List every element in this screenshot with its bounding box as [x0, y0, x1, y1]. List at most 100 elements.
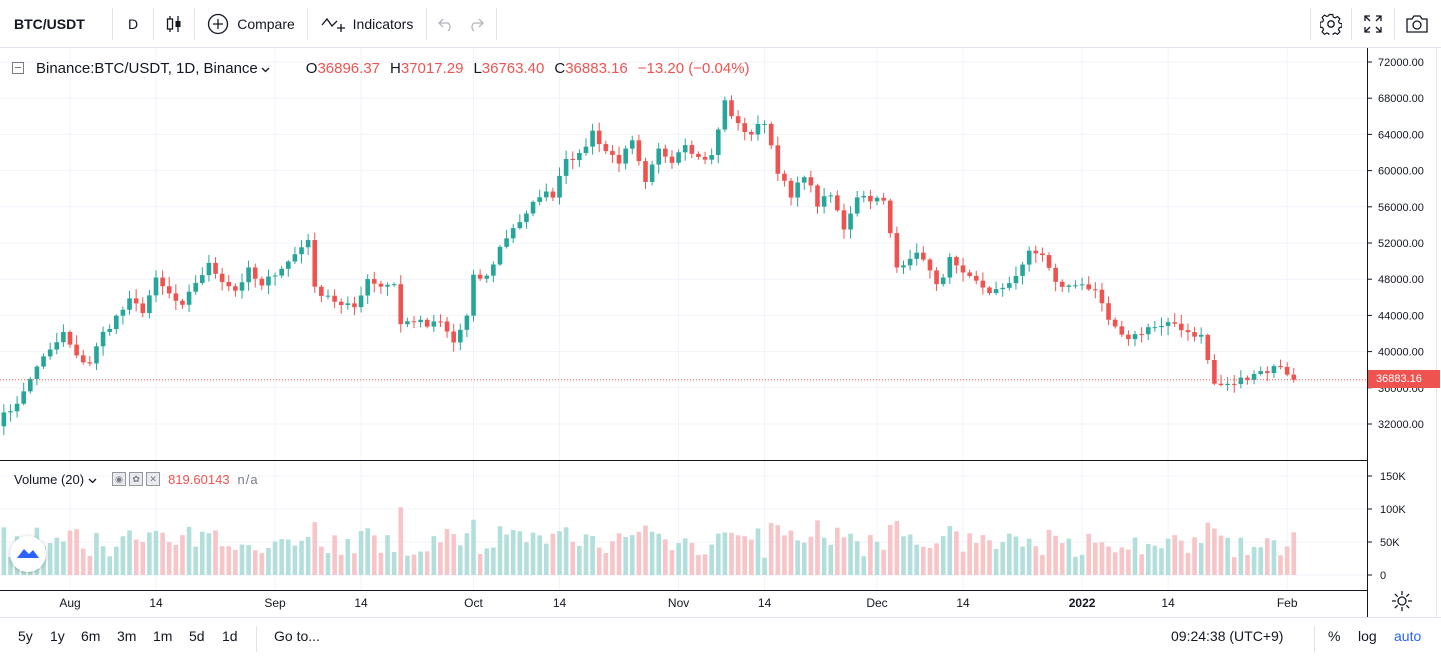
- candle-body: [669, 156, 675, 163]
- volume-badge[interactable]: [10, 536, 46, 572]
- candle-body: [114, 315, 119, 329]
- volume-bar: [629, 535, 635, 575]
- candle-body: [252, 267, 258, 279]
- volume-bar: [643, 525, 648, 575]
- candle-body: [61, 331, 66, 343]
- gear-icon[interactable]: ✿: [129, 472, 144, 486]
- candle-body: [398, 284, 404, 325]
- volume-bar: [570, 541, 576, 575]
- collapse-legend-icon[interactable]: [12, 62, 24, 74]
- price-tick-label: 44000.00: [1378, 310, 1424, 322]
- volume-bar: [1073, 556, 1078, 575]
- volume-title[interactable]: Volume (20): [14, 471, 85, 487]
- price-tick-label: 48000.00: [1378, 274, 1424, 286]
- interval-button[interactable]: D: [127, 15, 139, 32]
- range-3m-button[interactable]: 3m: [117, 628, 137, 644]
- fullscreen-icon: [1363, 14, 1383, 34]
- volume-bar: [345, 538, 351, 575]
- snapshot-button[interactable]: [1395, 0, 1439, 47]
- volume-bar: [1, 527, 7, 575]
- volume-bar: [669, 550, 675, 575]
- range-1y-button[interactable]: 1y: [50, 628, 65, 644]
- legend-symbol[interactable]: Binance:BTC/USDT, 1D, Binance: [36, 59, 258, 77]
- volume-bar: [775, 525, 781, 575]
- goto-date-button[interactable]: Go to...: [274, 628, 320, 644]
- candlestick-series: [1, 95, 1297, 436]
- price-tick-label: 60000.00: [1378, 166, 1424, 178]
- candle-body: [940, 277, 946, 285]
- volume-bar: [213, 530, 218, 575]
- settings-button[interactable]: [1311, 0, 1351, 47]
- volume-bar: [742, 536, 748, 575]
- candle-body: [563, 158, 569, 176]
- timezone-clock[interactable]: 09:24:38 (UTC+9): [1171, 628, 1284, 644]
- chart-type-button[interactable]: [154, 0, 194, 47]
- candle-body: [312, 240, 318, 287]
- candle-body: [696, 153, 701, 157]
- auto-scale-button[interactable]: auto: [1394, 628, 1422, 644]
- candle-body: [715, 129, 721, 156]
- axis-settings-button[interactable]: [1391, 590, 1413, 612]
- volume-bar: [1066, 538, 1072, 575]
- candle-body: [1172, 322, 1178, 324]
- redo-button[interactable]: [462, 0, 490, 47]
- compare-button[interactable]: Compare: [195, 0, 307, 47]
- time-tick-label: Feb: [1277, 596, 1298, 610]
- percent-scale-button[interactable]: %: [1328, 628, 1341, 644]
- volume-bar: [233, 549, 238, 575]
- candle-body: [1139, 334, 1144, 336]
- price-tick-label: 68000.00: [1378, 93, 1424, 105]
- log-scale-button[interactable]: log: [1358, 628, 1377, 644]
- eye-icon[interactable]: ◉: [112, 472, 127, 486]
- volume-bar: [252, 550, 258, 575]
- close-icon[interactable]: ✕: [146, 472, 161, 486]
- chevron-down-icon[interactable]: [261, 60, 270, 77]
- volume-bar: [120, 536, 126, 575]
- range-1m-button[interactable]: 1m: [153, 628, 173, 644]
- symbol-search-button[interactable]: BTC/USDT: [14, 15, 85, 32]
- range-5d-button[interactable]: 5d: [189, 628, 205, 644]
- volume-legend: Volume (20) ◉ ✿ ✕ 819.60143 n/a: [14, 470, 259, 488]
- volume-tick-label: 100K: [1380, 504, 1406, 516]
- candle-body: [74, 344, 79, 356]
- candle-body: [319, 286, 324, 296]
- volume-bar: [603, 552, 609, 575]
- time-tick-label: 14: [553, 596, 567, 610]
- volume-bar: [689, 542, 695, 575]
- indicators-button[interactable]: Indicators: [308, 0, 426, 47]
- candle-body: [338, 301, 344, 306]
- volume-bar: [987, 540, 992, 575]
- volume-bar: [239, 544, 245, 575]
- price-chart[interactable]: 32000.0036000.0040000.0044000.0048000.00…: [0, 0, 1441, 617]
- volume-bar: [299, 540, 304, 575]
- undo-button[interactable]: [432, 0, 460, 47]
- range-1d-button[interactable]: 1d: [222, 628, 238, 644]
- range-6m-button[interactable]: 6m: [81, 628, 101, 644]
- candle-body: [180, 300, 185, 305]
- candle-body: [173, 293, 179, 301]
- candle-body: [1040, 253, 1045, 256]
- candle-body: [524, 213, 529, 223]
- volume-bar: [1007, 533, 1012, 575]
- chevron-down-icon[interactable]: [88, 472, 97, 487]
- candle-body: [623, 148, 628, 164]
- candle-body: [861, 195, 867, 198]
- fullscreen-button[interactable]: [1352, 0, 1394, 47]
- volume-bar: [921, 546, 926, 575]
- volume-bar: [861, 556, 867, 575]
- low-value: 36763.40: [481, 59, 545, 77]
- volume-bar: [1086, 533, 1092, 575]
- candle-body: [881, 197, 886, 201]
- range-5y-button[interactable]: 5y: [18, 628, 33, 644]
- chart-axes: 32000.0036000.0040000.0044000.0048000.00…: [0, 48, 1437, 617]
- volume-bar: [1218, 535, 1224, 575]
- price-tick-label: 56000.00: [1378, 202, 1424, 214]
- volume-bar: [782, 535, 787, 575]
- candle-body: [815, 185, 820, 207]
- volume-bar: [801, 542, 807, 575]
- candle-body: [1145, 327, 1151, 335]
- candle-body: [1, 412, 7, 427]
- volume-bar: [312, 522, 318, 575]
- volume-bar: [1245, 554, 1250, 575]
- candle-body: [504, 238, 509, 247]
